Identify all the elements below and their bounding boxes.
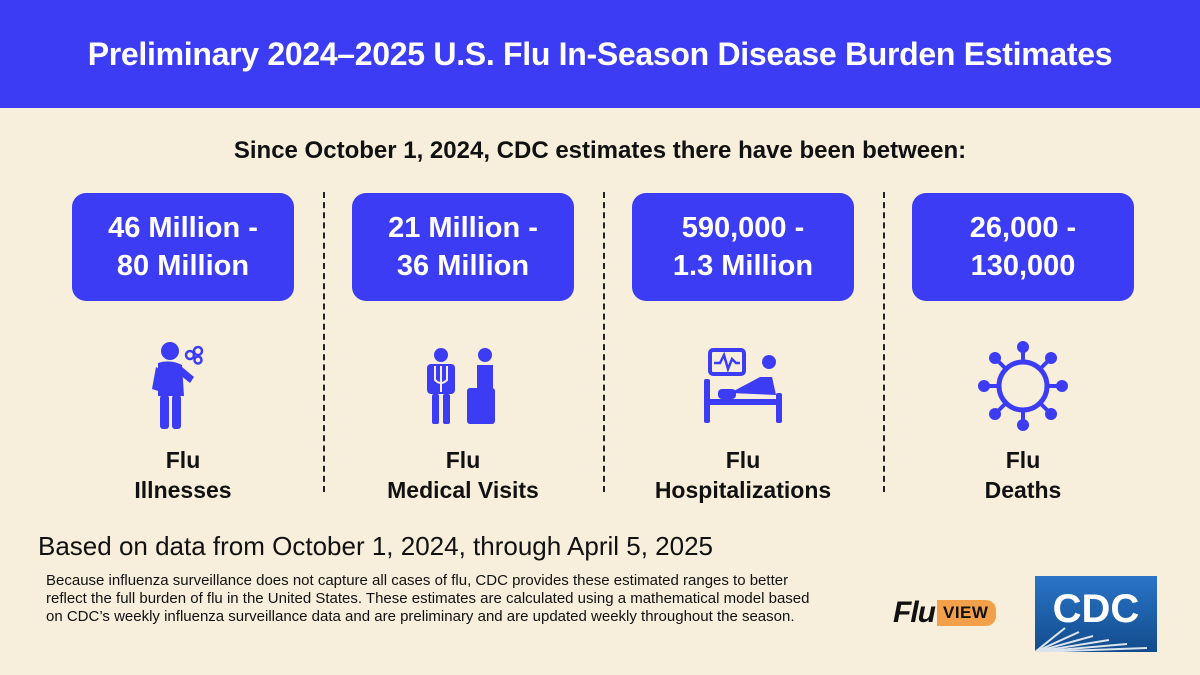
stat-illnesses: 46 Million - 80 Million Flu Illnesses (72, 193, 294, 505)
data-period: Based on data from October 1, 2024, thro… (38, 531, 713, 561)
stat-label-line1: Flu (1005, 447, 1041, 473)
header-banner: Preliminary 2024–2025 U.S. Flu In-Season… (0, 0, 1200, 108)
hospital-bed-icon (632, 331, 854, 441)
stat-range-box: 21 Million - 36 Million (352, 193, 574, 301)
stat-range-line1: 21 Million - (388, 212, 538, 244)
fluview-logo: Flu VIEW (893, 596, 997, 630)
stat-range-line2: 130,000 (970, 250, 1076, 282)
stat-range-box: 26,000 - 130,000 (912, 193, 1134, 301)
stat-label-line1: Flu (725, 447, 761, 473)
stat-label: Flu Medical Visits (352, 445, 574, 505)
stat-range-box: 46 Million - 80 Million (72, 193, 294, 301)
stat-range-line2: 36 Million (396, 250, 530, 282)
methodology-note: Because influenza surveillance does not … (46, 572, 810, 625)
column-divider (883, 192, 885, 492)
subtitle: Since October 1, 2024, CDC estimates the… (233, 137, 967, 164)
stat-deaths: 26,000 - 130,000 Flu Deaths (912, 193, 1134, 505)
virus-icon (912, 331, 1134, 441)
stat-medical-visits: 21 Million - 36 Million Flu Medical Visi… (352, 193, 574, 505)
column-divider (323, 192, 325, 492)
stat-label-line1: Flu (445, 447, 481, 473)
stat-label: Flu Illnesses (72, 445, 294, 505)
stat-range-line1: 590,000 - (681, 212, 805, 244)
column-divider (603, 192, 605, 492)
stat-range-line2: 1.3 Million (672, 250, 814, 282)
cdc-logo-text: CDC (1053, 587, 1140, 631)
stat-label-line2: Hospitalizations (654, 477, 832, 503)
stat-label: Flu Hospitalizations (632, 445, 854, 505)
stat-label: Flu Deaths (912, 445, 1134, 505)
stat-range-line1: 46 Million - (108, 212, 258, 244)
fluview-logo-view: VIEW (937, 600, 997, 626)
stat-label-line2: Medical Visits (387, 477, 539, 503)
stat-range-line1: 26,000 - (969, 212, 1077, 244)
page-title: Preliminary 2024–2025 U.S. Flu In-Season… (87, 35, 1113, 72)
stat-range-line2: 80 Million (116, 250, 250, 282)
sick-person-icon (72, 331, 294, 441)
stat-hospitalizations: 590,000 - 1.3 Million Flu Hospitalizatio… (632, 193, 854, 505)
stat-label-line1: Flu (165, 447, 201, 473)
stat-label-line2: Illnesses (134, 477, 232, 503)
doctor-patient-icon (352, 331, 574, 441)
stat-range-box: 590,000 - 1.3 Million (632, 193, 854, 301)
fluview-logo-flu: Flu (893, 596, 936, 629)
stat-label-line2: Deaths (984, 477, 1062, 503)
cdc-logo: CDC (1034, 576, 1157, 653)
